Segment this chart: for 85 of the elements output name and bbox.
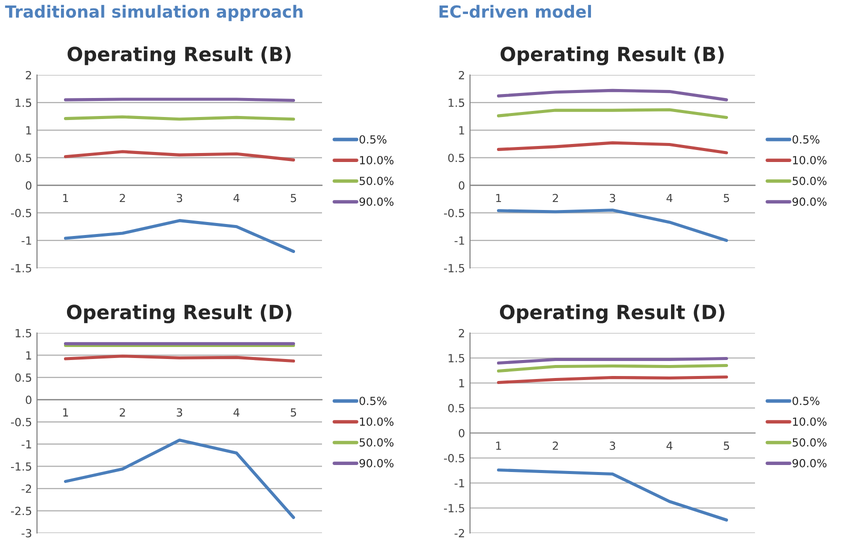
x-tick-label: 4 (666, 442, 672, 450)
text: Traditional simulation approach (5, 4, 302, 22)
x-tick-label: 1 (63, 194, 68, 202)
x-tick-label: 2 (120, 408, 125, 416)
y-tick-label: 1.5 (16, 98, 32, 107)
legend-label: 10.0% (793, 156, 826, 164)
x-tick-label: 1 (496, 442, 502, 450)
line-series (496, 88, 728, 102)
x-tick-label: 2 (120, 194, 125, 202)
y-tick-label: -0.5 (444, 454, 464, 462)
legend-label: 90.0% (360, 197, 394, 206)
y-tick-label: -0.5 (444, 208, 464, 218)
chart-title: Operating Result (D) (500, 304, 724, 324)
y-tick-label: -1.5 (11, 462, 32, 471)
y-tick-label: 2 (458, 70, 464, 80)
x-tick-label: 2 (552, 194, 558, 202)
line-series (64, 150, 296, 162)
y-tick-label: 1.5 (448, 98, 464, 107)
line-series (496, 468, 728, 522)
x-tick-label: 5 (724, 194, 730, 202)
x-tick-label: 3 (176, 194, 182, 202)
x-tick-label: 5 (290, 194, 296, 202)
x-tick-label: 4 (234, 194, 240, 202)
legend-label: 90.0% (792, 458, 826, 468)
x-tick-label: 1 (63, 408, 68, 416)
y-tick-label: -1 (22, 440, 32, 448)
x-tick-label: 4 (666, 194, 672, 202)
y-tick-label: -2 (22, 484, 32, 493)
line-series (64, 219, 296, 253)
y-tick-label: -2.5 (11, 506, 32, 516)
y-tick-label: 0 (458, 428, 464, 438)
legend-label: 50.0% (792, 176, 826, 186)
legend-label: 90.0% (360, 458, 394, 468)
y-tick-label: 0.5 (448, 154, 464, 162)
chart-title: Operating Result (B) (500, 46, 724, 66)
y-tick-label: 1.5 (16, 329, 32, 338)
legend-label: 50.0% (792, 438, 826, 447)
y-tick-label: 2 (26, 70, 32, 80)
y-tick-label: -0.5 (11, 208, 32, 218)
y-tick-label: -1.5 (444, 504, 464, 512)
y-tick-label: -1 (454, 236, 464, 245)
legend-label: 50.0% (360, 438, 394, 447)
line-series (496, 208, 728, 242)
y-tick-label: 1 (459, 379, 464, 388)
line-series (64, 438, 296, 519)
line-series (496, 108, 728, 119)
y-tick-label: 0 (26, 181, 32, 190)
chart-title: Operating Result (D) (66, 304, 292, 324)
chart-title: Operating Result (B) (68, 46, 291, 66)
y-tick-label: 2 (458, 328, 464, 338)
legend-label: 0.5% (360, 396, 386, 406)
legend-label: 90.0% (792, 197, 826, 206)
legend-label: 0.5% (792, 135, 820, 144)
y-tick-label: 1 (26, 126, 32, 134)
x-tick-label: 3 (610, 194, 616, 202)
x-tick-label: 2 (552, 442, 558, 450)
y-tick-label: 0.5 (15, 373, 32, 382)
legend-label: 0.5% (792, 396, 820, 406)
x-tick-label: 4 (234, 408, 240, 416)
legend-label: 0.5% (360, 135, 386, 144)
y-tick-label: -0.5 (11, 418, 32, 426)
y-tick-label: 1 (459, 126, 464, 134)
x-tick-label: 3 (176, 408, 182, 417)
y-tick-label: -1 (454, 479, 464, 488)
y-tick-label: -1.5 (444, 264, 464, 272)
text: EC-driven model (440, 4, 591, 18)
y-tick-label: 0.5 (15, 154, 32, 162)
legend-label: 10.0% (793, 417, 826, 426)
y-tick-label: 0.5 (448, 404, 464, 412)
y-tick-label: 1.5 (448, 354, 464, 362)
y-tick-label: 1 (26, 351, 32, 360)
legend-label: 10.0% (360, 156, 394, 164)
x-tick-label: 5 (290, 408, 296, 417)
line-series (496, 141, 728, 154)
y-tick-label: 0 (26, 396, 32, 404)
y-tick-label: -1.5 (11, 264, 32, 272)
y-tick-label: -1 (22, 236, 32, 245)
y-tick-label: -3 (22, 528, 32, 538)
legend-label: 50.0% (360, 176, 394, 186)
x-tick-label: 1 (496, 194, 502, 202)
legend-label: 10.0% (360, 417, 394, 426)
x-tick-label: 5 (724, 442, 730, 450)
x-tick-label: 3 (610, 442, 616, 450)
y-tick-label: -2 (454, 528, 464, 538)
y-tick-label: 0 (458, 181, 464, 190)
